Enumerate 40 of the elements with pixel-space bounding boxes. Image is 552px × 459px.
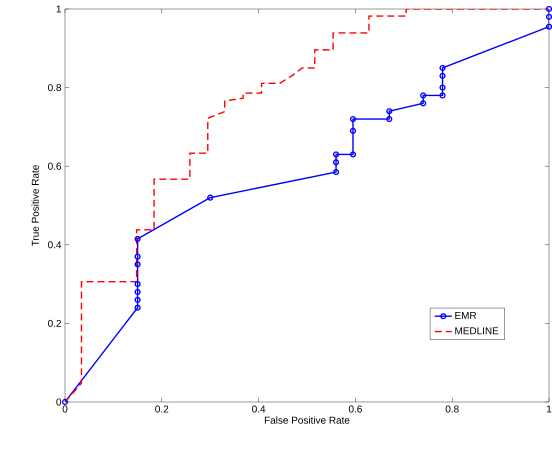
x-tick-label: 0.4 (252, 406, 266, 413)
x-tick-label: 0 (62, 406, 68, 413)
y-tick-label: 0.6 (48, 162, 62, 170)
point (207, 194, 214, 201)
point (439, 84, 446, 91)
point (386, 108, 392, 114)
point (420, 100, 426, 106)
x-axis-title: False Positive Rate (264, 416, 350, 424)
y-tick-label: 0.8 (48, 84, 62, 92)
point (420, 92, 426, 99)
y-tick-label: 1 (56, 6, 61, 12)
point (332, 151, 340, 158)
point (439, 72, 446, 79)
point (439, 64, 446, 72)
point (134, 253, 141, 260)
point (134, 281, 141, 288)
y-tick-label: 0.4 (48, 241, 62, 248)
point (350, 116, 356, 122)
x-tick-label: 0.8 (446, 406, 459, 413)
point (134, 236, 141, 242)
legend-label: EMR (455, 312, 476, 319)
point (332, 169, 340, 176)
legend-label: MEDLINE (455, 327, 498, 334)
point (350, 128, 356, 134)
y-axis-title: True Positive Rate (31, 165, 39, 246)
x-tick-label: 1 (547, 406, 552, 412)
y-tick-label: 0 (56, 398, 62, 406)
point (439, 92, 446, 99)
point (386, 116, 392, 122)
point (134, 261, 141, 268)
y-tick-label: 0.2 (48, 320, 61, 327)
x-tick-label: 0.2 (155, 406, 168, 413)
point (332, 159, 340, 166)
point (134, 296, 141, 303)
point (546, 14, 552, 20)
point (546, 24, 552, 30)
point (134, 288, 141, 296)
x-tick-label: 0.6 (348, 406, 362, 413)
point (134, 304, 141, 311)
point (350, 151, 356, 158)
